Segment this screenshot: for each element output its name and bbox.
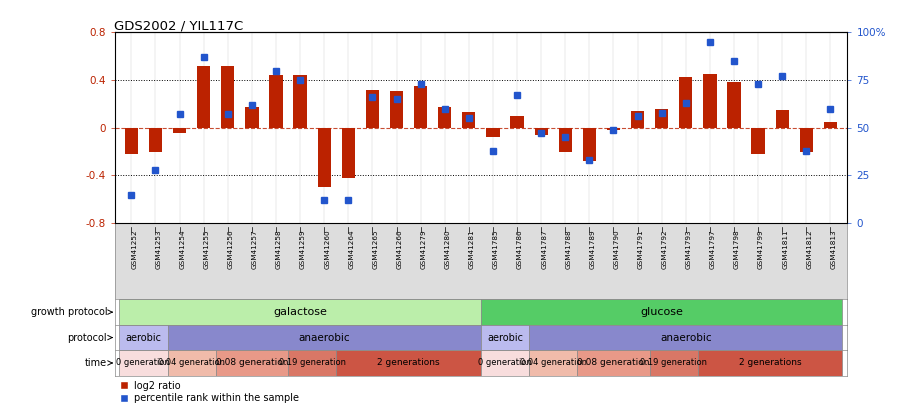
Bar	[559, 128, 572, 151]
Text: GSM41264: GSM41264	[348, 229, 354, 269]
Text: GSM41253: GSM41253	[156, 229, 161, 269]
Bar	[168, 350, 216, 376]
Bar	[776, 110, 789, 128]
Bar	[197, 66, 211, 128]
Text: 0.08 generation: 0.08 generation	[577, 358, 649, 367]
Legend: log2 ratio, percentile rank within the sample: log2 ratio, percentile rank within the s…	[119, 381, 299, 403]
Bar	[336, 350, 481, 376]
Bar	[583, 128, 596, 161]
Text: 0.08 generation: 0.08 generation	[215, 358, 289, 367]
Bar	[342, 128, 354, 178]
Bar	[119, 299, 481, 325]
Text: anaerobic: anaerobic	[299, 333, 350, 343]
Bar	[510, 116, 524, 128]
Text: GSM41256: GSM41256	[228, 229, 234, 269]
Bar	[655, 109, 669, 128]
Bar	[216, 350, 288, 376]
Text: anaerobic: anaerobic	[660, 333, 712, 343]
Text: time: time	[85, 358, 107, 368]
Text: GSM41813: GSM41813	[831, 229, 836, 269]
Text: 0.19 generation: 0.19 generation	[278, 358, 345, 367]
Bar	[535, 128, 548, 135]
Text: GSM41259: GSM41259	[300, 229, 306, 269]
Text: GSM41789: GSM41789	[589, 229, 595, 269]
Bar	[631, 111, 644, 128]
Text: GSM41260: GSM41260	[324, 229, 330, 269]
Bar	[481, 299, 843, 325]
Text: growth protocol: growth protocol	[30, 307, 107, 317]
Text: GSM41785: GSM41785	[493, 229, 499, 269]
Text: GDS2002 / YIL117C: GDS2002 / YIL117C	[114, 19, 244, 32]
Text: GSM41279: GSM41279	[420, 229, 427, 269]
Text: aerobic: aerobic	[487, 333, 523, 343]
Bar	[119, 350, 168, 376]
Text: GSM41791: GSM41791	[638, 229, 644, 269]
Text: GSM41281: GSM41281	[469, 229, 474, 269]
Text: GSM41257: GSM41257	[252, 229, 258, 269]
Bar	[606, 128, 620, 130]
Bar	[168, 325, 481, 350]
Text: GSM41799: GSM41799	[758, 229, 764, 269]
Text: GSM41265: GSM41265	[373, 229, 378, 269]
Text: GSM41793: GSM41793	[686, 229, 692, 269]
Bar	[679, 77, 692, 128]
Bar	[800, 128, 813, 151]
Bar	[727, 83, 741, 128]
Text: GSM41254: GSM41254	[180, 229, 186, 269]
Bar	[529, 350, 577, 376]
Bar	[823, 122, 837, 128]
Text: aerobic: aerobic	[125, 333, 161, 343]
Bar	[481, 350, 529, 376]
Bar	[245, 107, 258, 128]
Bar	[751, 128, 765, 154]
Text: 0.04 generation: 0.04 generation	[158, 358, 225, 367]
Text: galactose: galactose	[273, 307, 327, 317]
Text: GSM41252: GSM41252	[131, 229, 137, 269]
Bar	[269, 75, 283, 128]
Bar	[119, 325, 168, 350]
Text: GSM41255: GSM41255	[203, 229, 210, 269]
Text: GSM41258: GSM41258	[276, 229, 282, 269]
Bar	[293, 75, 307, 128]
Text: GSM41811: GSM41811	[782, 229, 788, 269]
Bar	[577, 350, 649, 376]
Text: GSM41787: GSM41787	[541, 229, 547, 269]
Text: GSM41790: GSM41790	[614, 229, 619, 269]
Text: GSM41788: GSM41788	[565, 229, 572, 269]
Text: GSM41797: GSM41797	[710, 229, 716, 269]
Text: GSM41266: GSM41266	[397, 229, 402, 269]
Bar	[148, 128, 162, 151]
Bar	[649, 350, 698, 376]
Bar	[481, 325, 529, 350]
Text: protocol: protocol	[68, 333, 107, 343]
Bar	[486, 128, 499, 137]
Bar	[529, 325, 843, 350]
Bar	[125, 128, 138, 154]
Text: GSM41792: GSM41792	[661, 229, 668, 269]
Text: 2 generations: 2 generations	[377, 358, 440, 367]
Bar	[173, 128, 186, 132]
Text: 0.19 generation: 0.19 generation	[640, 358, 707, 367]
Bar	[463, 112, 475, 128]
Text: 0 generation: 0 generation	[116, 358, 170, 367]
Bar	[703, 74, 716, 128]
Text: 0 generation: 0 generation	[478, 358, 532, 367]
Bar	[390, 91, 403, 128]
Bar	[221, 66, 234, 128]
Text: 0.04 generation: 0.04 generation	[519, 358, 587, 367]
Text: GSM41798: GSM41798	[734, 229, 740, 269]
Text: glucose: glucose	[640, 307, 683, 317]
Bar	[288, 350, 336, 376]
Text: GSM41786: GSM41786	[517, 229, 523, 269]
Text: GSM41812: GSM41812	[806, 229, 812, 269]
Bar	[438, 107, 452, 128]
Text: 2 generations: 2 generations	[739, 358, 802, 367]
Bar	[365, 90, 379, 128]
Text: GSM41280: GSM41280	[445, 229, 451, 269]
Bar	[318, 128, 331, 188]
Bar	[414, 86, 427, 128]
Bar	[698, 350, 843, 376]
